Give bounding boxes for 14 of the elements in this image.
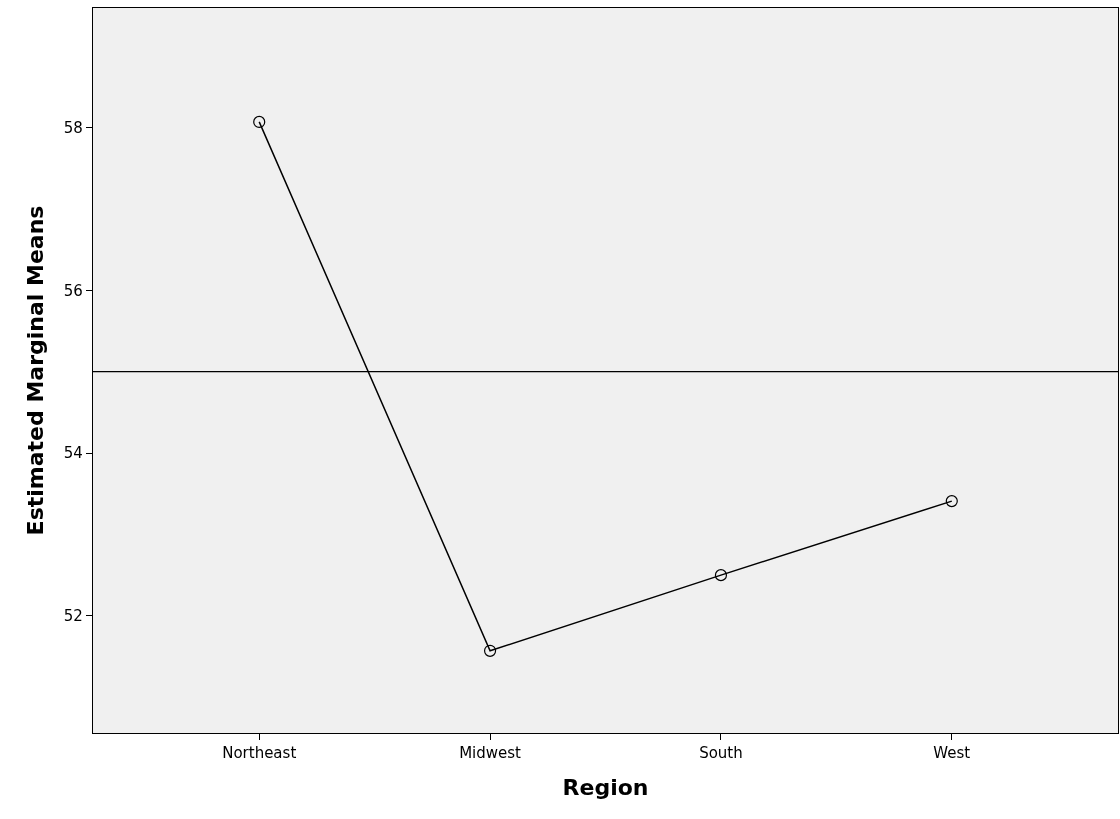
y-tick-label: 54: [63, 444, 83, 463]
y-tick-label: 56: [63, 281, 83, 300]
y-tick-label: 58: [63, 118, 83, 137]
x-tick-label: South: [699, 744, 743, 763]
y-tick-label: 52: [63, 607, 83, 626]
x-axis-title: Region: [562, 775, 649, 800]
point: [483, 644, 497, 657]
point: [945, 495, 958, 508]
x-tick-label: West: [933, 744, 971, 763]
x-tick-label: Northeast: [222, 744, 297, 763]
x-tick-label: Midwest: [459, 744, 522, 763]
point: [253, 115, 266, 129]
y-axis-title: Estimated Marginal Means: [22, 205, 48, 536]
point: [714, 569, 728, 582]
